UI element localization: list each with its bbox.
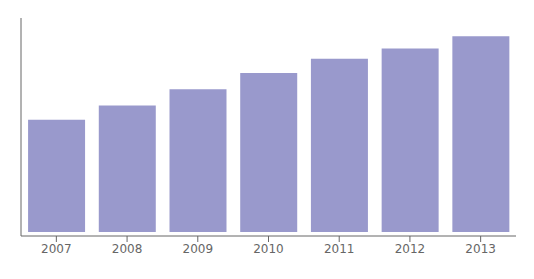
svg-text:2013: 2013	[465, 242, 496, 256]
svg-text:2012: 2012	[395, 242, 426, 256]
svg-text:2008: 2008	[112, 242, 143, 256]
svg-text:2009: 2009	[183, 242, 214, 256]
svg-text:2010: 2010	[253, 242, 284, 256]
svg-text:2007: 2007	[41, 242, 72, 256]
svg-text:2011: 2011	[324, 242, 355, 256]
